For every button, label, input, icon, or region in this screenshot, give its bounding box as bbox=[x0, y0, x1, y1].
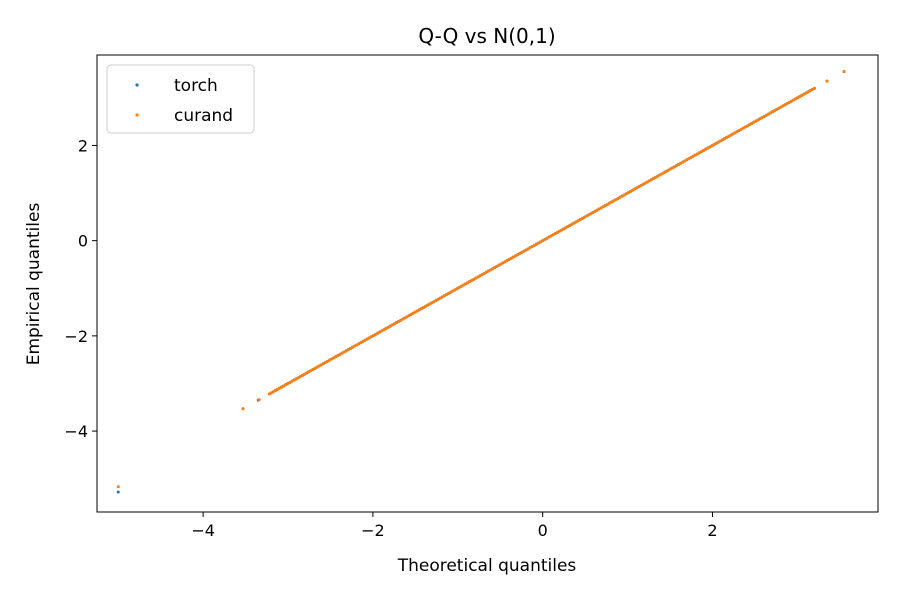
data-point bbox=[825, 79, 829, 83]
y-tick-label: 0 bbox=[78, 232, 88, 251]
legend-label-torch: torch bbox=[174, 76, 218, 96]
y-axis: −4 −2 0 2 bbox=[64, 136, 97, 441]
chart-title: Q-Q vs N(0,1) bbox=[418, 24, 555, 48]
data-point bbox=[842, 70, 846, 74]
x-tick-label: 0 bbox=[538, 521, 548, 540]
data-point bbox=[812, 86, 816, 90]
data-point bbox=[241, 407, 245, 411]
legend-box bbox=[106, 64, 255, 134]
legend-marker-curand bbox=[135, 113, 139, 117]
x-tick-label: −4 bbox=[191, 521, 215, 540]
data-point bbox=[116, 485, 120, 489]
x-tick-label: 2 bbox=[707, 521, 717, 540]
y-tick-label: −4 bbox=[64, 422, 88, 441]
series-curand bbox=[116, 70, 846, 489]
data-point bbox=[116, 490, 120, 494]
x-tick-label: −2 bbox=[361, 521, 385, 540]
y-tick-label: −2 bbox=[64, 327, 88, 346]
plot-area bbox=[116, 70, 846, 494]
data-point bbox=[257, 398, 261, 402]
x-axis: −4 −2 0 2 bbox=[191, 512, 718, 540]
y-axis-label: Empirical quantiles bbox=[24, 203, 44, 366]
axes-frame bbox=[96, 54, 879, 513]
legend-label-curand: curand bbox=[174, 106, 233, 126]
legend: torch curand bbox=[106, 64, 255, 134]
legend-marker-torch bbox=[135, 83, 139, 87]
x-axis-label: Theoretical quantiles bbox=[397, 556, 577, 576]
y-tick-label: 2 bbox=[78, 136, 88, 155]
